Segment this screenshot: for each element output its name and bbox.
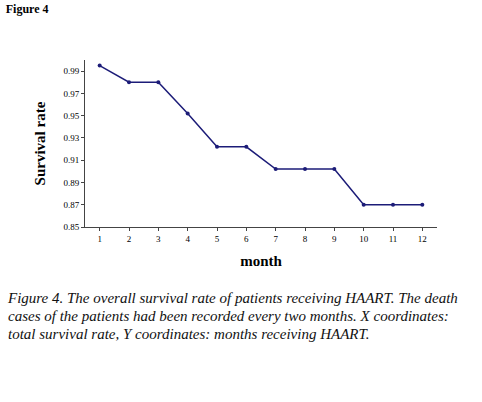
- svg-text:0.99: 0.99: [63, 66, 79, 76]
- svg-text:0.91: 0.91: [63, 155, 79, 165]
- svg-text:1: 1: [97, 234, 102, 244]
- svg-text:0.87: 0.87: [63, 200, 79, 210]
- svg-text:Figure 4: Figure 4: [6, 2, 49, 16]
- svg-text:11: 11: [389, 234, 398, 244]
- svg-text:4: 4: [185, 234, 190, 244]
- svg-text:8: 8: [303, 234, 308, 244]
- svg-text:0.89: 0.89: [63, 178, 79, 188]
- html-text:Figure 4. The overall survival: Figure 4. The overall survival rate of p…: [8, 290, 458, 342]
- svg-text:6: 6: [244, 234, 249, 244]
- svg-text:5: 5: [215, 234, 220, 244]
- svg-text:0.93: 0.93: [63, 133, 79, 143]
- svg-text:month: month: [240, 253, 282, 269]
- svg-text:0.97: 0.97: [63, 89, 79, 99]
- svg-text:0.95: 0.95: [63, 111, 79, 121]
- svg-text:2: 2: [127, 234, 132, 244]
- svg-text:0.85: 0.85: [63, 222, 79, 232]
- svg-text:Survival rate: Survival rate: [32, 101, 48, 185]
- svg-text:9: 9: [332, 234, 337, 244]
- svg-text:12: 12: [418, 234, 427, 244]
- svg-text:3: 3: [156, 234, 161, 244]
- svg-text:7: 7: [273, 234, 278, 244]
- svg-text:10: 10: [359, 234, 369, 244]
